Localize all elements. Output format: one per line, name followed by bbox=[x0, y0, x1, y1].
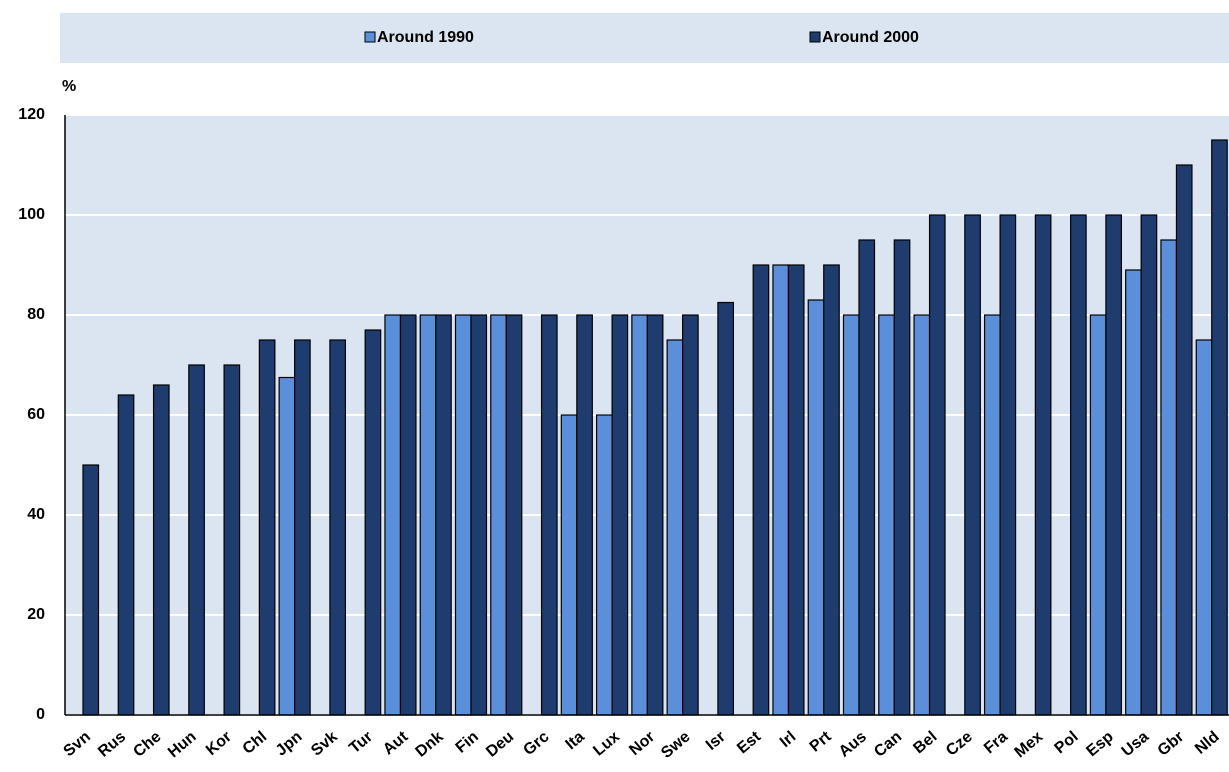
bar bbox=[384, 314, 402, 716]
x-tick-label: Fin bbox=[453, 728, 482, 756]
bar bbox=[893, 239, 911, 716]
bar bbox=[666, 339, 684, 716]
x-tick-label: Irl bbox=[777, 728, 800, 751]
bar bbox=[435, 314, 452, 716]
bar bbox=[842, 314, 860, 716]
bar bbox=[787, 264, 805, 716]
bar bbox=[1211, 139, 1228, 716]
x-tick-label: Rus bbox=[95, 728, 129, 761]
legend-background bbox=[60, 13, 1229, 63]
bar bbox=[364, 329, 382, 716]
bar bbox=[1175, 164, 1193, 716]
bar bbox=[560, 414, 578, 716]
x-tick-label: Est bbox=[734, 728, 765, 757]
bar bbox=[752, 264, 770, 716]
bar bbox=[858, 239, 876, 716]
x-tick-label: Esp bbox=[1083, 728, 1117, 760]
bar bbox=[1105, 214, 1123, 716]
x-tick-label: Bel bbox=[910, 728, 940, 757]
bar bbox=[294, 339, 311, 716]
x-tick-label: Nld bbox=[1192, 728, 1223, 758]
y-tick-label: 120 bbox=[18, 106, 45, 123]
bar bbox=[823, 264, 840, 716]
bar bbox=[576, 314, 593, 716]
x-tick-label: Usa bbox=[1119, 728, 1152, 760]
bar bbox=[490, 314, 507, 716]
x-tick-label: Isr bbox=[703, 728, 729, 754]
x-tick-label: Kor bbox=[203, 728, 235, 759]
bar bbox=[223, 364, 241, 716]
bar bbox=[1034, 214, 1052, 716]
x-tick-label: Dnk bbox=[413, 728, 447, 761]
x-tick-label: Swe bbox=[658, 728, 694, 762]
x-tick-label: Deu bbox=[483, 728, 517, 760]
x-tick-label: Nor bbox=[626, 728, 658, 759]
y-tick-label: 40 bbox=[27, 506, 45, 523]
bar bbox=[505, 314, 523, 716]
bar bbox=[399, 314, 417, 716]
x-tick-label: Gbr bbox=[1155, 728, 1188, 759]
y-tick-label: 100 bbox=[18, 206, 45, 223]
y-tick-label: 20 bbox=[27, 606, 45, 623]
x-tick-label: Aut bbox=[380, 728, 412, 759]
x-tick-label: Pol bbox=[1052, 728, 1082, 757]
y-tick-label: 80 bbox=[27, 306, 45, 323]
x-tick-label: Svn bbox=[61, 728, 94, 760]
bar bbox=[1125, 269, 1142, 716]
x-tick-label: Fra bbox=[981, 728, 1011, 757]
bar bbox=[807, 299, 825, 716]
legend-swatch bbox=[364, 31, 376, 43]
y-tick-label: 60 bbox=[27, 406, 45, 423]
bar bbox=[454, 314, 472, 716]
bar bbox=[540, 314, 558, 716]
x-tick-label: Svk bbox=[308, 728, 341, 759]
bar bbox=[682, 314, 699, 716]
x-tick-label: Jpn bbox=[273, 728, 306, 759]
x-tick-label: Cze bbox=[943, 728, 976, 759]
bar bbox=[928, 214, 946, 716]
legend-swatch bbox=[809, 31, 821, 43]
bar bbox=[1195, 339, 1213, 716]
bar bbox=[646, 314, 664, 716]
bar bbox=[611, 314, 629, 716]
bar bbox=[913, 314, 931, 716]
bar bbox=[1140, 214, 1158, 716]
bar bbox=[470, 314, 488, 716]
bar bbox=[595, 414, 613, 716]
x-tick-label: Mex bbox=[1012, 728, 1047, 761]
bar bbox=[82, 464, 100, 716]
bar bbox=[419, 314, 437, 716]
bar bbox=[1160, 239, 1178, 716]
bar bbox=[983, 314, 1001, 716]
x-tick-label: Can bbox=[871, 728, 905, 760]
x-tick-label: Chl bbox=[240, 728, 271, 758]
bar bbox=[1089, 314, 1107, 716]
bar bbox=[258, 339, 276, 716]
y-tick-label: 0 bbox=[36, 706, 45, 723]
bar bbox=[717, 301, 735, 716]
x-tick-label: Ita bbox=[563, 728, 588, 753]
x-tick-label: Tur bbox=[346, 728, 376, 757]
bar bbox=[278, 376, 296, 716]
bar bbox=[329, 339, 347, 716]
legend-label: Around 2000 bbox=[822, 29, 919, 46]
x-tick-label: Hun bbox=[165, 728, 200, 761]
legend-label: Around 1990 bbox=[377, 29, 474, 46]
bar bbox=[631, 314, 648, 716]
x-tick-label: Aus bbox=[836, 728, 870, 761]
x-tick-label: Grc bbox=[520, 728, 552, 759]
x-tick-label: Lux bbox=[590, 728, 623, 759]
bar bbox=[772, 264, 790, 716]
bar bbox=[1070, 214, 1087, 716]
bar bbox=[188, 364, 205, 716]
bar bbox=[964, 214, 981, 716]
bar bbox=[152, 384, 170, 716]
x-tick-label: Che bbox=[130, 728, 164, 761]
x-tick-label: Prt bbox=[807, 728, 835, 756]
bar bbox=[999, 214, 1017, 716]
bar bbox=[878, 314, 895, 716]
y-axis-label: % bbox=[62, 78, 76, 95]
bar bbox=[117, 394, 135, 716]
